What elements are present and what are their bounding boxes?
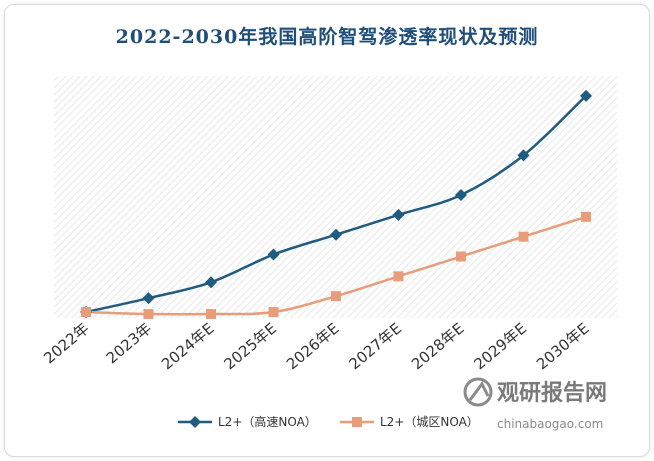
series-1-point (517, 149, 530, 162)
legend-label-2: L2+（城区NOA） (380, 415, 479, 429)
series-1-point (580, 89, 592, 102)
x-tick-label: 2025年E (221, 319, 281, 373)
x-tick-label: 2026年E (283, 319, 343, 373)
series-2-point (518, 231, 529, 242)
watermark-logo-mark (468, 381, 490, 401)
watermark-logo-icon (463, 377, 493, 407)
series-1-point (267, 248, 280, 261)
plot-area (54, 76, 617, 318)
series-2-point (206, 309, 216, 320)
x-tick-label: 2030年E (533, 319, 593, 373)
legend-label-1: L2+（高速NOA） (218, 414, 317, 429)
x-tick-label: 2029年E (471, 319, 531, 373)
legend-marker-2 (352, 417, 362, 427)
series-2-point (268, 307, 279, 318)
series-2-point (393, 271, 404, 282)
series-2-point (143, 309, 154, 320)
series-2-point (456, 251, 466, 262)
series-2-point (581, 211, 591, 222)
x-tick-label: 2024年E (158, 319, 218, 373)
legend-marker-1 (189, 416, 201, 428)
series-1-point (455, 189, 467, 202)
x-tick-label: 2022年 (40, 319, 92, 367)
series-1-point (392, 208, 405, 221)
x-tick-label: 2028年E (408, 319, 468, 373)
x-tick-label: 2027年E (346, 319, 406, 373)
watermark-url: chinabaogao.com (497, 417, 603, 431)
chart-title: 2022-2030年我国高阶智驾渗透率现状及预测 (115, 26, 539, 48)
series-2-point (81, 307, 91, 318)
watermark-name: 观研报告网 (497, 381, 607, 406)
series-1-point (142, 292, 155, 305)
series-1-point (205, 276, 217, 289)
series-1-point (330, 228, 342, 241)
series-2-point (331, 291, 341, 302)
x-tick-label: 2023年 (103, 319, 155, 367)
